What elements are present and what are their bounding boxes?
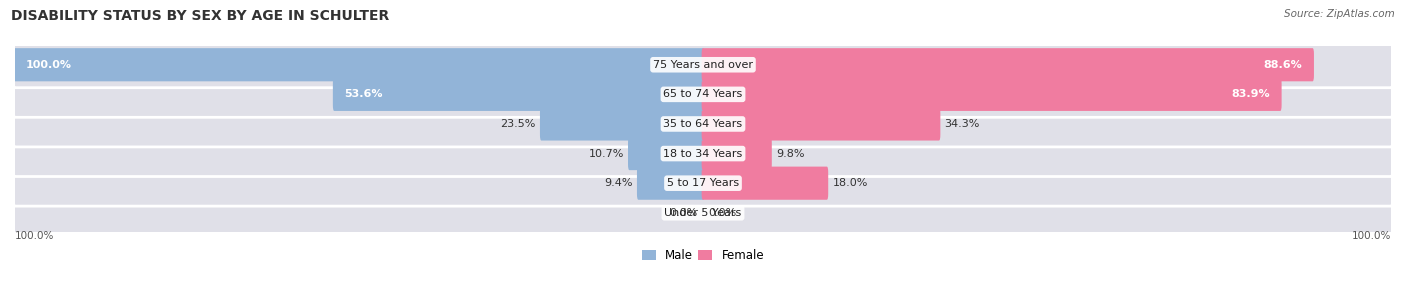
Text: 10.7%: 10.7% — [589, 149, 624, 159]
Text: 9.8%: 9.8% — [776, 149, 804, 159]
Text: DISABILITY STATUS BY SEX BY AGE IN SCHULTER: DISABILITY STATUS BY SEX BY AGE IN SCHUL… — [11, 9, 389, 23]
Text: 34.3%: 34.3% — [945, 119, 980, 129]
Text: 5 to 17 Years: 5 to 17 Years — [666, 178, 740, 188]
Text: 18 to 34 Years: 18 to 34 Years — [664, 149, 742, 159]
FancyBboxPatch shape — [702, 48, 1315, 81]
FancyBboxPatch shape — [13, 42, 1393, 88]
Text: Source: ZipAtlas.com: Source: ZipAtlas.com — [1284, 9, 1395, 19]
Text: Under 5 Years: Under 5 Years — [665, 208, 741, 218]
FancyBboxPatch shape — [13, 190, 1393, 236]
FancyBboxPatch shape — [702, 78, 1282, 111]
Text: 100.0%: 100.0% — [15, 231, 55, 241]
Text: 75 Years and over: 75 Years and over — [652, 60, 754, 70]
FancyBboxPatch shape — [628, 137, 704, 170]
FancyBboxPatch shape — [14, 48, 704, 81]
Text: 9.4%: 9.4% — [605, 178, 633, 188]
Text: 88.6%: 88.6% — [1264, 60, 1302, 70]
FancyBboxPatch shape — [13, 160, 1393, 206]
FancyBboxPatch shape — [637, 167, 704, 200]
FancyBboxPatch shape — [333, 78, 704, 111]
Text: 65 to 74 Years: 65 to 74 Years — [664, 89, 742, 99]
FancyBboxPatch shape — [702, 167, 828, 200]
Text: 53.6%: 53.6% — [344, 89, 382, 99]
FancyBboxPatch shape — [702, 107, 941, 141]
Text: 83.9%: 83.9% — [1232, 89, 1270, 99]
FancyBboxPatch shape — [702, 137, 772, 170]
FancyBboxPatch shape — [540, 107, 704, 141]
Text: 18.0%: 18.0% — [832, 178, 868, 188]
FancyBboxPatch shape — [13, 101, 1393, 147]
Text: 100.0%: 100.0% — [25, 60, 72, 70]
Text: 0.0%: 0.0% — [709, 208, 737, 218]
Text: 35 to 64 Years: 35 to 64 Years — [664, 119, 742, 129]
Text: 0.0%: 0.0% — [669, 208, 697, 218]
FancyBboxPatch shape — [13, 131, 1393, 177]
Text: 100.0%: 100.0% — [1351, 231, 1391, 241]
FancyBboxPatch shape — [13, 71, 1393, 117]
Legend: Male, Female: Male, Female — [637, 245, 769, 267]
Text: 23.5%: 23.5% — [501, 119, 536, 129]
